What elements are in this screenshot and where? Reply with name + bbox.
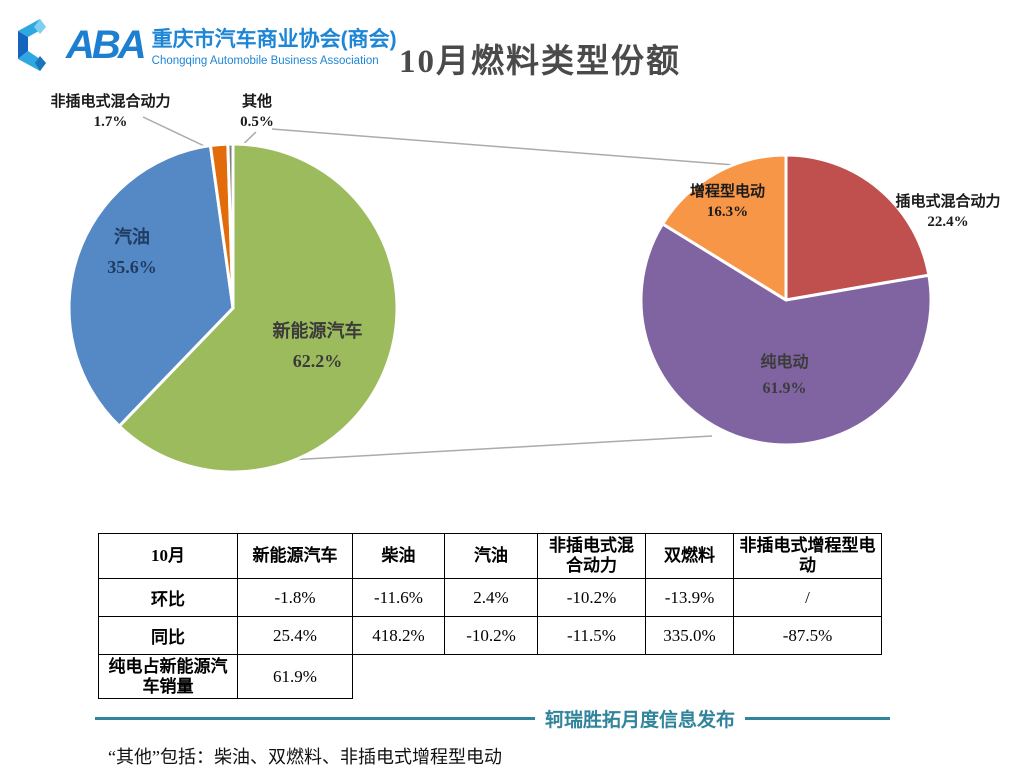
- publisher-label: 轲瑞胜拓月度信息发布: [545, 710, 736, 731]
- cell-mom-nonplug: -10.2%: [537, 578, 646, 617]
- divider-line-left: [95, 717, 535, 720]
- header-dual-fuel: 双燃料: [645, 533, 734, 579]
- cell-mom-dual: -13.9%: [645, 578, 734, 617]
- pie-slice-汽油: [67, 144, 235, 428]
- caba-logo-text: ABA: [66, 23, 147, 67]
- label-erev: 增程型电动 16.3%: [689, 184, 765, 220]
- connector-line-top: [271, 128, 748, 167]
- header-diesel: 柴油: [352, 533, 445, 579]
- cell-mom-erev: /: [733, 578, 882, 617]
- pie-slice-插电式混合动力: [784, 153, 931, 302]
- header-nonplug-hybrid: 非插电式混合动力: [537, 533, 646, 579]
- cell-yoy-gasoline: -10.2%: [444, 616, 538, 655]
- caba-logo-icon: [18, 19, 46, 71]
- cell-mom-gasoline: 2.4%: [444, 578, 538, 617]
- header-nonplug-erev: 非插电式增程型电动: [733, 533, 882, 579]
- header-month: 10月: [98, 533, 238, 579]
- pie-charts-canvas: [67, 116, 933, 474]
- cell-yoy-diesel: 418.2%: [352, 616, 445, 655]
- row-label-bev-share: 纯电占新能源汽车销量: [98, 654, 238, 699]
- pie-nev-breakdown: [639, 153, 933, 447]
- pie-slice-增程型电动: [661, 153, 788, 302]
- org-name-cn: 重庆市汽车商业协会(商会): [151, 28, 397, 51]
- cell-bev-share: 61.9%: [237, 654, 353, 699]
- header-gasoline: 汽油: [444, 533, 538, 579]
- table-header-row: 10月 新能源汽车 柴油 汽油 非插电式混合动力 双燃料 非插电式增程型电动: [98, 533, 882, 579]
- connector-line-bottom: [270, 435, 713, 462]
- table-row-bev-share: 纯电占新能源汽车销量 61.9%: [98, 654, 882, 699]
- label-phev: 插电式混合动力 22.4%: [895, 194, 1001, 230]
- page-title: 10月燃料类型份额: [399, 44, 681, 80]
- org-name-en: Chongqing Automobile Business Associatio…: [151, 55, 379, 67]
- label-gasoline: 汽油 35.6%: [107, 227, 157, 277]
- divider-line-right: [745, 717, 891, 720]
- table-row-mom: 环比 -1.8% -11.6% 2.4% -10.2% -13.9% /: [98, 578, 882, 617]
- fuel-type-table: 10月 新能源汽车 柴油 汽油 非插电式混合动力 双燃料 非插电式增程型电动 环…: [98, 533, 882, 699]
- label-nev: 新能源汽车 62.2%: [272, 321, 363, 371]
- pie-slice-纯电动: [639, 222, 933, 447]
- label-other: 其他 0.5%: [240, 94, 274, 130]
- label-nonplug-hybrid: 非插电式混合动力 1.7%: [50, 94, 171, 130]
- pie-fuel-type: [67, 142, 399, 474]
- cell-yoy-dual: 335.0%: [645, 616, 734, 655]
- cell-mom-diesel: -11.6%: [352, 578, 445, 617]
- header-nev: 新能源汽车: [237, 533, 353, 579]
- label-bev: 纯电动 61.9%: [760, 354, 809, 397]
- cell-yoy-nev: 25.4%: [237, 616, 353, 655]
- pie-slice-新能源汽车: [117, 142, 399, 474]
- org-logo: ABA 重庆市汽车商业协会(商会) Chongqing Automobile B…: [10, 18, 397, 72]
- pie-slice-其他: [226, 142, 235, 310]
- row-label-mom: 环比: [98, 578, 238, 617]
- table-row-yoy: 同比 25.4% 418.2% -10.2% -11.5% 335.0% -87…: [98, 616, 882, 655]
- cell-yoy-erev: -87.5%: [733, 616, 882, 655]
- row-label-yoy: 同比: [98, 616, 238, 655]
- footer-divider: 轲瑞胜拓月度信息发布: [95, 705, 905, 732]
- cell-yoy-nonplug: -11.5%: [537, 616, 646, 655]
- cell-mom-nev: -1.8%: [237, 578, 353, 617]
- footnote-other-definition: “其他”包括：柴油、双燃料、非插电式增程型电动: [108, 747, 502, 767]
